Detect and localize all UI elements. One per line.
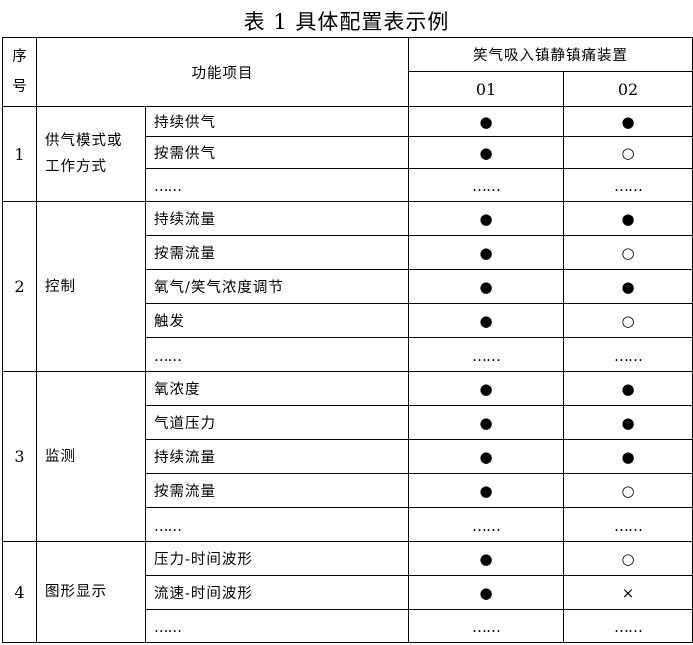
model-01-value: ● — [408, 439, 564, 474]
group-name: 供气模式或工作方式 — [36, 106, 146, 202]
model-01-value: ● — [408, 106, 564, 137]
function-item: 持续流量 — [145, 201, 409, 236]
table-row: 触发 ● ○ — [3, 303, 693, 338]
header-function: 功能项目 — [36, 37, 409, 107]
header-seq: 序号 — [2, 37, 37, 107]
model-02-value: ● — [563, 405, 693, 440]
table-row: 气道压力 ● ● — [3, 405, 693, 440]
model-01-value: ● — [408, 405, 564, 440]
table-row: 持续流量 ● ● — [3, 439, 693, 474]
model-01-value: ● — [408, 575, 564, 610]
table-row: ……………… — [3, 609, 693, 643]
function-item: 按需流量 — [145, 235, 409, 270]
table-row: 氧气/笑气浓度调节 ● ● — [3, 269, 693, 304]
header-model-01: 01 — [408, 71, 564, 107]
model-02-value: ● — [563, 201, 693, 236]
group-name-label: 供气模式或工作方式 — [45, 133, 123, 175]
table-row: 4 图形显示 压力-时间波形 ● ○ — [2, 541, 693, 643]
function-item: 氧浓度 — [145, 371, 409, 406]
function-item: 气道压力 — [145, 405, 409, 440]
model-02-value: ● — [563, 439, 693, 474]
table-row: ……………… — [3, 168, 693, 202]
header-model-02: 02 — [563, 71, 693, 107]
model-01-value: ● — [408, 235, 564, 270]
header-row-models: 01 02 — [3, 71, 693, 107]
model-02-value: ○ — [563, 473, 693, 508]
model-02-value: ● — [563, 106, 693, 137]
model-01-value: ● — [408, 473, 564, 508]
function-item: 按需供气 — [145, 136, 409, 169]
header-device: 笑气吸入镇静镇痛装置 — [408, 37, 693, 72]
function-item: 持续供气 — [145, 106, 409, 137]
header-seq-label: 序号 — [12, 49, 27, 95]
function-item: 氧气/笑气浓度调节 — [145, 269, 409, 304]
model-01-value: ● — [408, 303, 564, 338]
group-name: 控制 — [36, 201, 146, 372]
function-item: …… — [145, 609, 409, 643]
model-02-value: × — [563, 575, 693, 610]
model-02-value: ○ — [563, 235, 693, 270]
model-01-value: …… — [408, 609, 564, 643]
model-01-value: ● — [408, 136, 564, 169]
table-row: 按需流量 ● ○ — [3, 235, 693, 270]
table-row: 1 供气模式或工作方式 持续供气 ● ● — [2, 106, 693, 202]
function-item: 按需流量 — [145, 473, 409, 508]
group-number: 4 — [2, 541, 37, 643]
group-name-label: 控制 — [45, 278, 76, 295]
function-item: …… — [145, 337, 409, 372]
table-row: 3 监测 氧浓度 ● ● — [2, 371, 693, 542]
group-name-label: 监测 — [45, 448, 76, 465]
config-table: 序号 功能项目 笑气吸入镇静镇痛装置 01 02 1 供气模式或工作方式 持续供气 ●… — [2, 37, 693, 643]
table-title: 表 1 具体配置表示例 — [243, 10, 450, 34]
group-number: 3 — [2, 371, 37, 542]
model-02-value: ● — [563, 371, 693, 406]
model-02-value: …… — [563, 168, 693, 202]
model-02-value: ○ — [563, 136, 693, 169]
group-number: 2 — [2, 201, 37, 372]
header-row: 序号 功能项目 笑气吸入镇静镇痛装置 — [2, 37, 693, 107]
model-01-value: …… — [408, 168, 564, 202]
group-number: 1 — [2, 106, 37, 202]
function-item: 压力-时间波形 — [145, 541, 409, 576]
model-02-value: …… — [563, 609, 693, 643]
model-01-value: ● — [408, 541, 564, 576]
model-02-value: …… — [563, 337, 693, 372]
model-02-value: ○ — [563, 303, 693, 338]
model-02-value: ● — [563, 269, 693, 304]
table-row: 按需供气 ● ○ — [3, 136, 693, 169]
table-row: ……………… — [3, 507, 693, 542]
function-item: 流速-时间波形 — [145, 575, 409, 610]
table-row: 2 控制 持续流量 ● ● — [2, 201, 693, 372]
model-01-value: ● — [408, 201, 564, 236]
function-item: …… — [145, 168, 409, 202]
group-name-label: 图形显示 — [45, 584, 107, 600]
model-01-value: ● — [408, 371, 564, 406]
model-02-value: …… — [563, 507, 693, 542]
function-item: 触发 — [145, 303, 409, 338]
group-name: 监测 — [36, 371, 146, 542]
table-row: ……………… — [3, 337, 693, 372]
model-01-value: …… — [408, 337, 564, 372]
function-item: 持续流量 — [145, 439, 409, 474]
model-01-value: …… — [408, 507, 564, 542]
function-item: …… — [145, 507, 409, 542]
group-name: 图形显示 — [36, 541, 146, 643]
model-01-value: ● — [408, 269, 564, 304]
model-02-value: ○ — [563, 541, 693, 576]
table-row: 按需流量 ● ○ — [3, 473, 693, 508]
